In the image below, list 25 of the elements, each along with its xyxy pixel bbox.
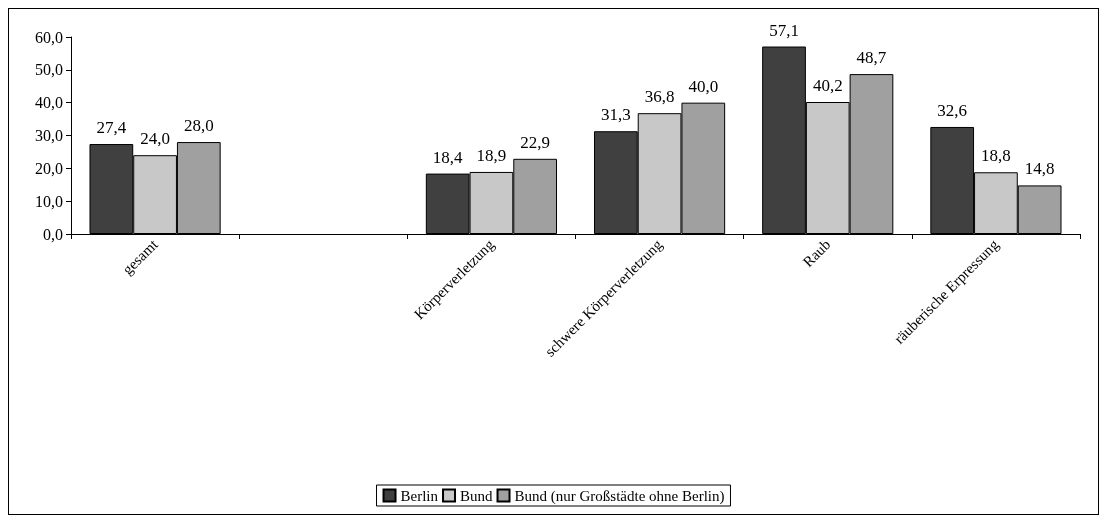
data-label: 36,8 — [644, 87, 675, 107]
data-label: 18,9 — [476, 145, 507, 165]
data-label: 14,8 — [1024, 159, 1055, 179]
data-label: 22,9 — [520, 132, 551, 152]
data-label: 40,0 — [688, 76, 719, 96]
data-label: 18,4 — [432, 147, 464, 167]
data-label: 40,2 — [812, 76, 843, 96]
y-tick-label: 50,0 — [35, 61, 63, 79]
data-label: 48,7 — [856, 48, 887, 68]
y-tick-label: 10,0 — [35, 192, 63, 210]
y-tick-label: 30,0 — [35, 127, 63, 144]
data-label: 32,6 — [937, 100, 968, 120]
data-label: 31,3 — [600, 105, 631, 125]
y-tick-label: 60,0 — [35, 28, 63, 46]
data-label: 18,8 — [981, 146, 1011, 166]
legend-label: Berlin — [400, 487, 439, 504]
y-tick-label: 20,0 — [35, 159, 63, 177]
data-label: 27,4 — [96, 118, 127, 138]
data-label: 24,0 — [140, 129, 170, 149]
data-label: 57,1 — [769, 20, 799, 40]
y-tick-label: 0,0 — [43, 225, 63, 243]
legend-label: Bund (nur Großstädte ohne Berlin) — [514, 487, 725, 505]
y-tick-label: 40,0 — [35, 94, 63, 112]
data-label: 28,0 — [183, 116, 214, 136]
legend-label: Bund — [460, 487, 494, 504]
